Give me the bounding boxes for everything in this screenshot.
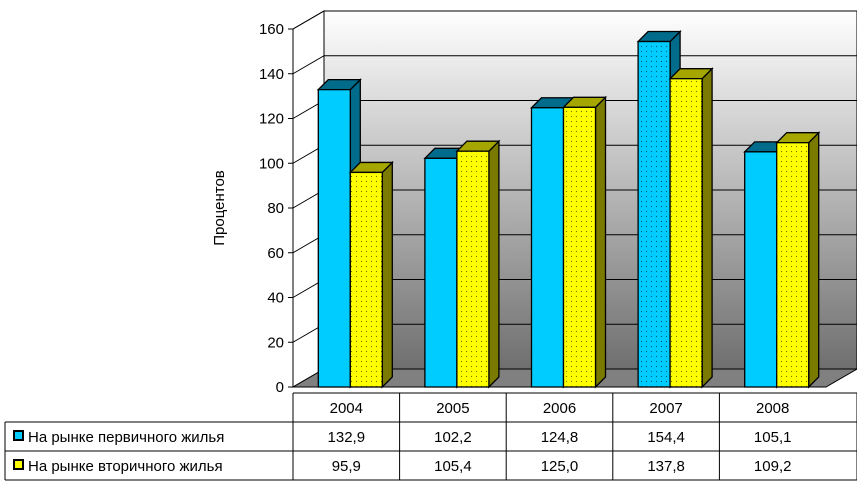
bar-pattern bbox=[776, 142, 809, 387]
category-label: 2005 bbox=[436, 400, 469, 417]
category-label: 2004 bbox=[330, 400, 363, 417]
y-tick-label: 60 bbox=[267, 245, 284, 262]
legend-swatch bbox=[13, 459, 24, 470]
bar-front bbox=[744, 151, 778, 388]
category-label: 2007 bbox=[649, 400, 682, 417]
data-label: 95,9 bbox=[332, 458, 361, 475]
data-label: 137,8 bbox=[647, 458, 685, 475]
data-label: 105,1 bbox=[754, 429, 792, 446]
bar-front bbox=[530, 107, 565, 388]
data-label: 154,4 bbox=[647, 429, 685, 446]
data-label: 105,4 bbox=[434, 458, 472, 475]
bar-front bbox=[317, 88, 351, 388]
bar-pattern bbox=[350, 172, 383, 387]
data-label: 124,8 bbox=[541, 429, 579, 446]
y-tick-label: 0 bbox=[276, 379, 284, 396]
y-tick-label: 20 bbox=[267, 334, 284, 351]
bar-side bbox=[808, 131, 820, 389]
legend-label: На рынке вторичного жилья bbox=[28, 458, 223, 475]
y-tick-label: 100 bbox=[259, 155, 284, 172]
bar-pattern bbox=[456, 151, 489, 387]
data-label: 109,2 bbox=[754, 458, 792, 475]
y-tick-label: 160 bbox=[259, 21, 284, 38]
bar-2008-series-2 bbox=[775, 131, 821, 389]
legend-swatch bbox=[13, 430, 24, 441]
bar-2007-series-2 bbox=[668, 67, 714, 389]
data-table: 2004 2005 2006 2007 2008 На рынке первичного … bbox=[4, 392, 857, 481]
bar-side bbox=[594, 95, 607, 389]
grid-line bbox=[292, 10, 857, 30]
category-label: 2008 bbox=[756, 400, 789, 417]
y-tick-label: 140 bbox=[259, 66, 284, 83]
bar-side bbox=[381, 160, 393, 389]
bar-side bbox=[488, 139, 500, 389]
y-tick-label: 120 bbox=[259, 111, 284, 128]
y-tick-label: 40 bbox=[267, 290, 284, 307]
bar-pattern bbox=[670, 78, 703, 388]
bar-side bbox=[701, 67, 713, 389]
bar-front bbox=[424, 157, 458, 388]
data-label: 102,2 bbox=[434, 429, 472, 446]
data-label: 132,9 bbox=[328, 429, 366, 446]
bars bbox=[316, 29, 821, 389]
y-axis-label: Процентов bbox=[211, 170, 228, 246]
y-tick-label: 80 bbox=[267, 200, 284, 217]
bar-pattern bbox=[638, 41, 671, 387]
legend-label: На рынке первичного жилья bbox=[28, 429, 224, 446]
category-label: 2006 bbox=[543, 400, 576, 417]
y-axis: 0 20 40 60 80 100 120 140 160 bbox=[259, 21, 294, 396]
data-label: 125,0 bbox=[541, 458, 579, 475]
bar-2006-series-2 bbox=[561, 95, 608, 389]
bar-2004-series-2 bbox=[348, 160, 394, 389]
bar-pattern bbox=[563, 107, 596, 387]
bar-2005-series-2 bbox=[455, 139, 501, 389]
